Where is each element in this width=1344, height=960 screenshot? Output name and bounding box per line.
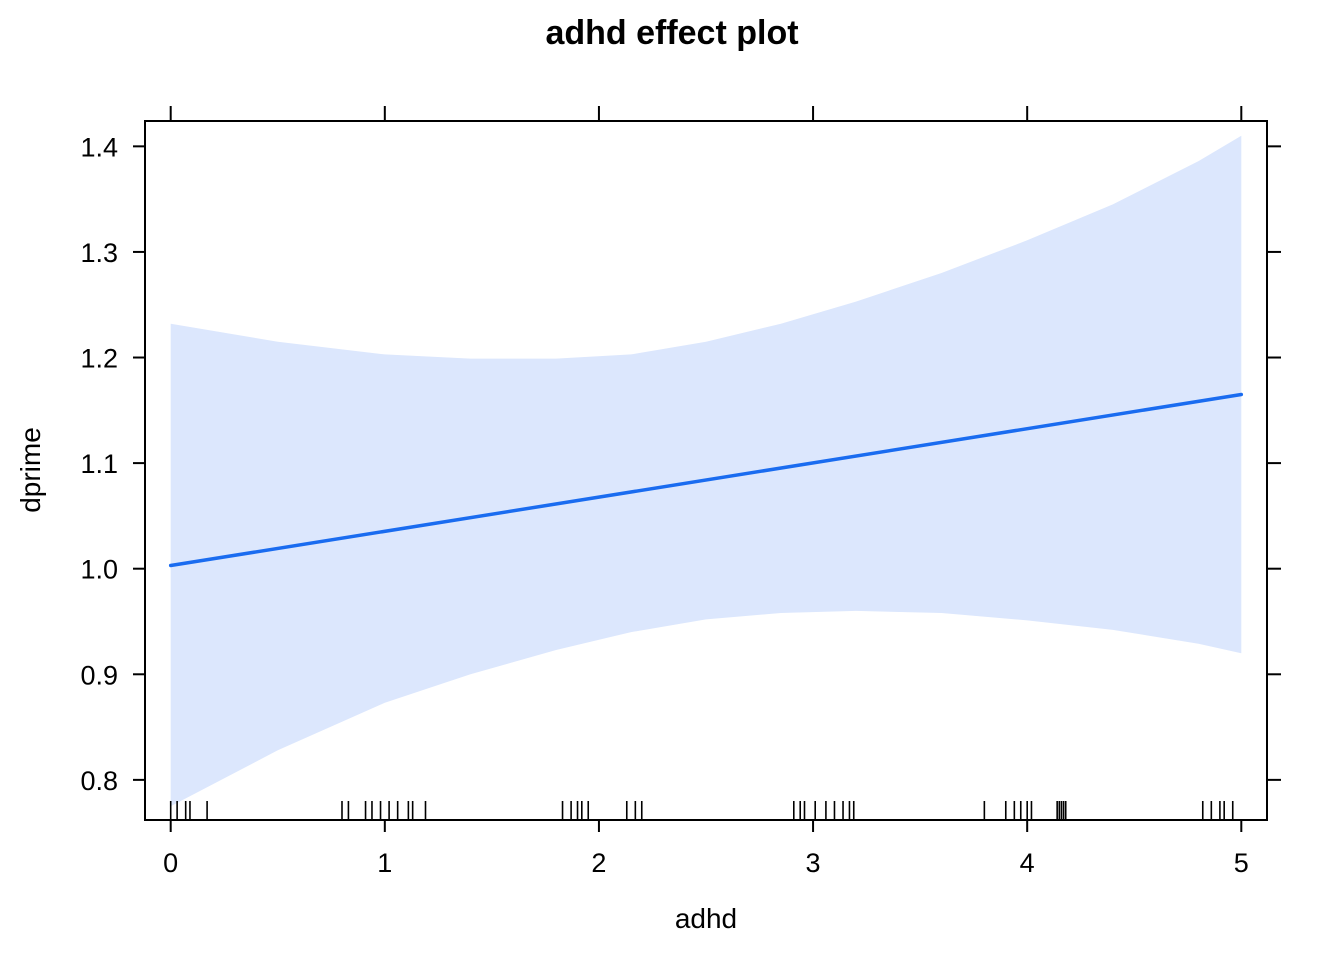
rug-layer [169, 801, 1234, 820]
x-tick-label: 0 [163, 848, 178, 878]
y-tick-label: 0.9 [80, 660, 118, 690]
chart-title: adhd effect plot [545, 14, 798, 52]
x-tick-label: 1 [377, 848, 392, 878]
y-tick-label: 1.1 [80, 449, 118, 479]
confidence-band [170, 135, 1242, 807]
x-tick-label: 3 [806, 848, 821, 878]
y-axis-label: dprime [15, 427, 46, 513]
y-tick-label: 1.4 [80, 132, 118, 162]
x-tick-label: 5 [1234, 848, 1249, 878]
y-tick-label: 1.0 [80, 555, 118, 585]
confidence-band-layer [170, 135, 1242, 807]
fit-line-layer [168, 392, 1244, 568]
plot-frame [144, 120, 1268, 821]
fit-line [168, 392, 1244, 568]
x-axis-label: adhd [675, 903, 737, 934]
x-tick-label: 2 [591, 848, 606, 878]
y-tick-label: 1.3 [80, 238, 118, 268]
y-tick-label: 1.2 [80, 344, 118, 374]
axis-ticks-layer: 0 1 2 3 4 5 0.8 0.9 1.0 1.1 1.2 1.3 1.4 [80, 106, 1281, 878]
y-tick-label: 0.8 [80, 766, 118, 796]
x-tick-label: 4 [1020, 848, 1035, 878]
